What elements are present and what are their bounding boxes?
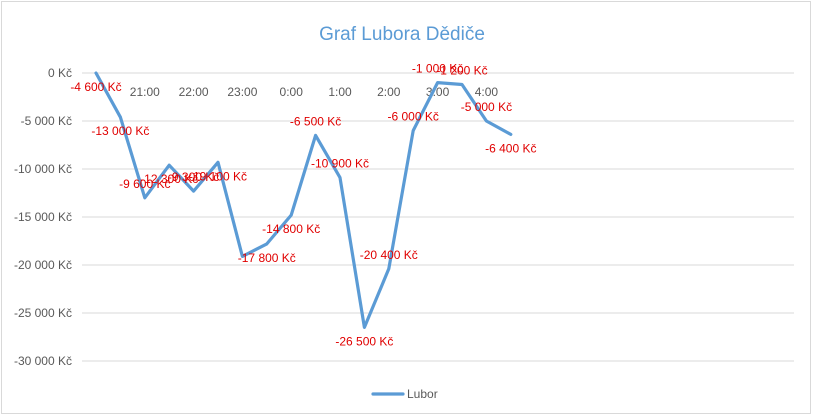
data-label: -12 300 Kč	[140, 172, 198, 186]
data-label: -20 400 Kč	[360, 248, 418, 262]
data-label: -26 500 Kč	[335, 334, 393, 348]
y-tick-label: -15 000 Kč	[14, 210, 72, 224]
chart-title: Graf Lubora Dědiče	[319, 24, 485, 45]
y-tick-label: -30 000 Kč	[14, 354, 72, 368]
data-label: -9 600 Kč	[119, 177, 170, 191]
data-label: -5 000 Kč	[461, 100, 512, 114]
data-label: -17 800 Kč	[238, 251, 296, 265]
x-tick-label: 23:00	[227, 85, 257, 99]
data-label: -6 500 Kč	[290, 114, 341, 128]
x-tick-label: 1:00	[328, 85, 352, 99]
data-label: -6 400 Kč	[485, 141, 536, 155]
y-axis-labels: 0 Kč -5 000 Kč -10 000 Kč -15 000 Kč -20 000…	[14, 66, 72, 368]
data-label: -14 800 Kč	[262, 222, 320, 236]
x-tick-label: 2:00	[377, 85, 401, 99]
data-label: -1 000 Kč	[412, 62, 463, 76]
series-layer	[94, 71, 513, 329]
y-tick-label: -10 000 Kč	[14, 162, 72, 176]
data-label: -6 000 Kč	[388, 110, 439, 124]
data-label: -13 000 Kč	[91, 124, 149, 138]
x-tick-label: 21:00	[130, 85, 160, 99]
y-tick-label: -5 000 Kč	[21, 114, 72, 128]
data-label: -9 300 Kč	[168, 170, 219, 184]
legend: Lubor	[371, 387, 438, 401]
x-tick-label: 22:00	[179, 85, 209, 99]
x-axis-labels: 21:00 22:00 23:00 0:00 1:00 2:00 3:00 4:00	[130, 85, 499, 99]
legend-label: Lubor	[407, 387, 438, 401]
data-label: -19 100 Kč	[189, 169, 247, 183]
data-label: -10 900 Kč	[311, 157, 369, 171]
x-tick-label: 4:00	[475, 85, 499, 99]
data-labels: -4 600 Kč -13 000 Kč -9 600 Kč-12 300 Kč-9…	[70, 62, 536, 349]
data-label: -4 600 Kč	[70, 80, 121, 94]
data-label: -1 200 Kč	[436, 64, 487, 78]
x-tick-label: 0:00	[280, 85, 304, 99]
y-tick-label: -20 000 Kč	[14, 258, 72, 272]
series-line-lubor	[94, 71, 513, 329]
gridlines	[82, 72, 794, 362]
y-tick-label: -25 000 Kč	[14, 306, 72, 320]
y-tick-label: 0 Kč	[48, 66, 72, 80]
